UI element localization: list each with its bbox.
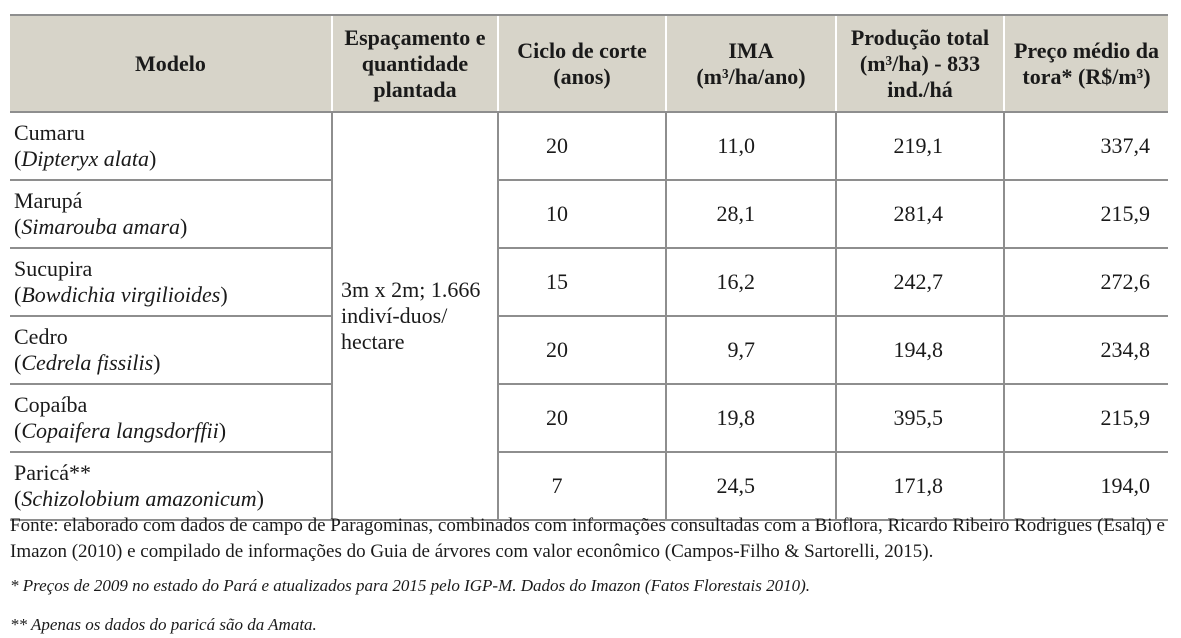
cell-producao: 281,4 [835, 180, 1004, 249]
species-scientific-name: Simarouba amara [21, 214, 181, 239]
cell-producao: 194,8 [835, 316, 1004, 385]
header-modelo: Modelo [10, 14, 332, 113]
table-row: Cumaru (Dipteryx alata) 3m x 2m; 1.666 ind… [10, 112, 1168, 521]
cell-modelo: Cumaru (Dipteryx alata) [10, 112, 332, 181]
species-table: Modelo Espaçamento e quantidade plantada… [10, 14, 1168, 521]
species-scientific-name: Copaifera langsdorffii [21, 418, 219, 443]
cell-ima: 16,2 [665, 248, 836, 317]
cell-preco: 234,8 [1003, 316, 1168, 385]
cell-ciclo: 20 [497, 316, 666, 385]
header-ima: IMA (m³/ha/ano) [665, 14, 836, 113]
table-row: Sucupira (Bowdichia virgilioides) 15 16,2 24… [10, 248, 1168, 317]
cell-preco: 194,0 [1003, 452, 1168, 521]
species-scientific-name: Schizolobium amazonicum [21, 486, 257, 511]
source-note: Fonte: elaborado com dados de campo de P… [10, 515, 1165, 562]
cell-ima: 9,7 [665, 316, 836, 385]
cell-ciclo: 15 [497, 248, 666, 317]
cell-ciclo: 20 [497, 384, 666, 453]
cell-ima: 24,5 [665, 452, 836, 521]
species-common-name: Marupá [14, 188, 83, 213]
species-sci-close: ) [256, 486, 264, 511]
cell-ima: 28,1 [665, 180, 836, 249]
species-sci-close: ) [218, 418, 227, 443]
cell-ima: 19,8 [665, 384, 836, 453]
species-common-name: Paricá** [14, 460, 91, 485]
table-row: Marupá (Simarouba amara) 10 28,1 281,4 215,9 [10, 180, 1168, 249]
cell-preco: 272,6 [1003, 248, 1168, 317]
species-sci-close: ) [153, 350, 161, 375]
cell-modelo: Cedro (Cedrela fissilis) [10, 316, 332, 385]
species-sci-close: ) [149, 146, 157, 171]
header-ima-unit: (m³/ha/ano) [696, 63, 806, 89]
table-row: Cedro (Cedrela fissilis) 20 9,7 194,8 234,8 [10, 316, 1168, 385]
header-ima-label: IMA [728, 37, 774, 63]
cell-preco: 215,9 [1003, 384, 1168, 453]
footnote-parica: ** Apenas os dados do paricá são da Amat… [10, 615, 317, 634]
species-common-name: Sucupira [14, 256, 93, 281]
species-common-name: Cumaru [14, 120, 85, 145]
header-producao: Produção total (m³/ha) - 833 ind./há [835, 14, 1004, 113]
cell-espacamento: 3m x 2m; 1.666 indiví-duos/ hectare [331, 112, 498, 521]
species-common-name: Cedro [14, 324, 68, 349]
species-sci-close: ) [180, 214, 188, 239]
species-sci-open: ( [14, 418, 22, 443]
table-row: Paricá** (Schizolobium amazonicum) 7 24,5 17… [10, 452, 1168, 521]
species-sci-open: ( [14, 282, 22, 307]
cell-ciclo: 7 [497, 452, 666, 521]
cell-producao: 395,5 [835, 384, 1004, 453]
cell-modelo: Copaíba (Copaifera langsdorffii) [10, 384, 332, 453]
header-row: Modelo Espaçamento e quantidade plantada… [10, 14, 1168, 113]
cell-modelo: Sucupira (Bowdichia virgilioides) [10, 248, 332, 317]
species-common-name: Copaíba [14, 392, 88, 417]
footnote-price: * Preços de 2009 no estado do Pará e atu… [10, 576, 811, 595]
cell-ima: 11,0 [665, 112, 836, 181]
species-sci-close: ) [220, 282, 228, 307]
cell-modelo: Marupá (Simarouba amara) [10, 180, 332, 249]
species-scientific-name: Dipteryx alata [21, 146, 150, 171]
cell-producao: 219,1 [835, 112, 1004, 181]
table-notes: Fonte: elaborado com dados de campo de P… [10, 513, 1170, 638]
species-sci-open: ( [14, 486, 22, 511]
cell-producao: 171,8 [835, 452, 1004, 521]
table-row: Copaíba (Copaifera langsdorffii) 20 19,8 395… [10, 384, 1168, 453]
species-scientific-name: Cedrela fissilis [21, 350, 154, 375]
species-sci-open: ( [14, 146, 22, 171]
species-scientific-name: Bowdichia virgilioides [21, 282, 221, 307]
species-sci-open: ( [14, 214, 22, 239]
cell-preco: 337,4 [1003, 112, 1168, 181]
cell-ciclo: 10 [497, 180, 666, 249]
species-sci-open: ( [14, 350, 22, 375]
cell-producao: 242,7 [835, 248, 1004, 317]
species-table-container: Modelo Espaçamento e quantidade plantada… [10, 14, 1168, 521]
header-ciclo: Ciclo de corte (anos) [497, 14, 666, 113]
header-espacamento: Espaçamento e quantidade plantada [331, 14, 498, 113]
cell-preco: 215,9 [1003, 180, 1168, 249]
cell-modelo: Paricá** (Schizolobium amazonicum) [10, 452, 332, 521]
cell-ciclo: 20 [497, 112, 666, 181]
header-preco: Preço médio da tora* (R$/m³) [1003, 14, 1168, 113]
